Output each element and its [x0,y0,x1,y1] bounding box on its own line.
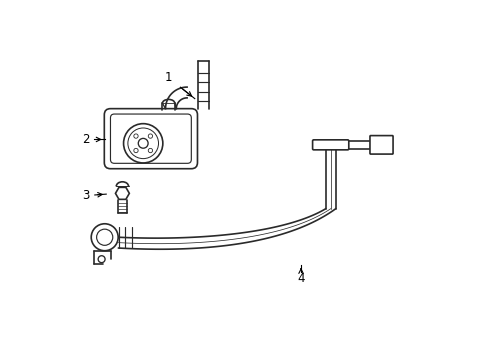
Text: 1: 1 [164,71,172,84]
Circle shape [134,134,138,138]
Circle shape [148,134,152,138]
Circle shape [134,148,138,153]
Circle shape [98,256,105,263]
Text: 3: 3 [81,189,89,202]
Text: 4: 4 [297,271,304,284]
Circle shape [123,124,163,163]
Polygon shape [115,187,129,199]
FancyBboxPatch shape [104,109,197,169]
FancyBboxPatch shape [369,136,392,154]
FancyBboxPatch shape [312,140,348,150]
Circle shape [138,138,148,148]
Circle shape [148,148,152,153]
Circle shape [91,224,118,251]
Text: 2: 2 [81,133,89,146]
